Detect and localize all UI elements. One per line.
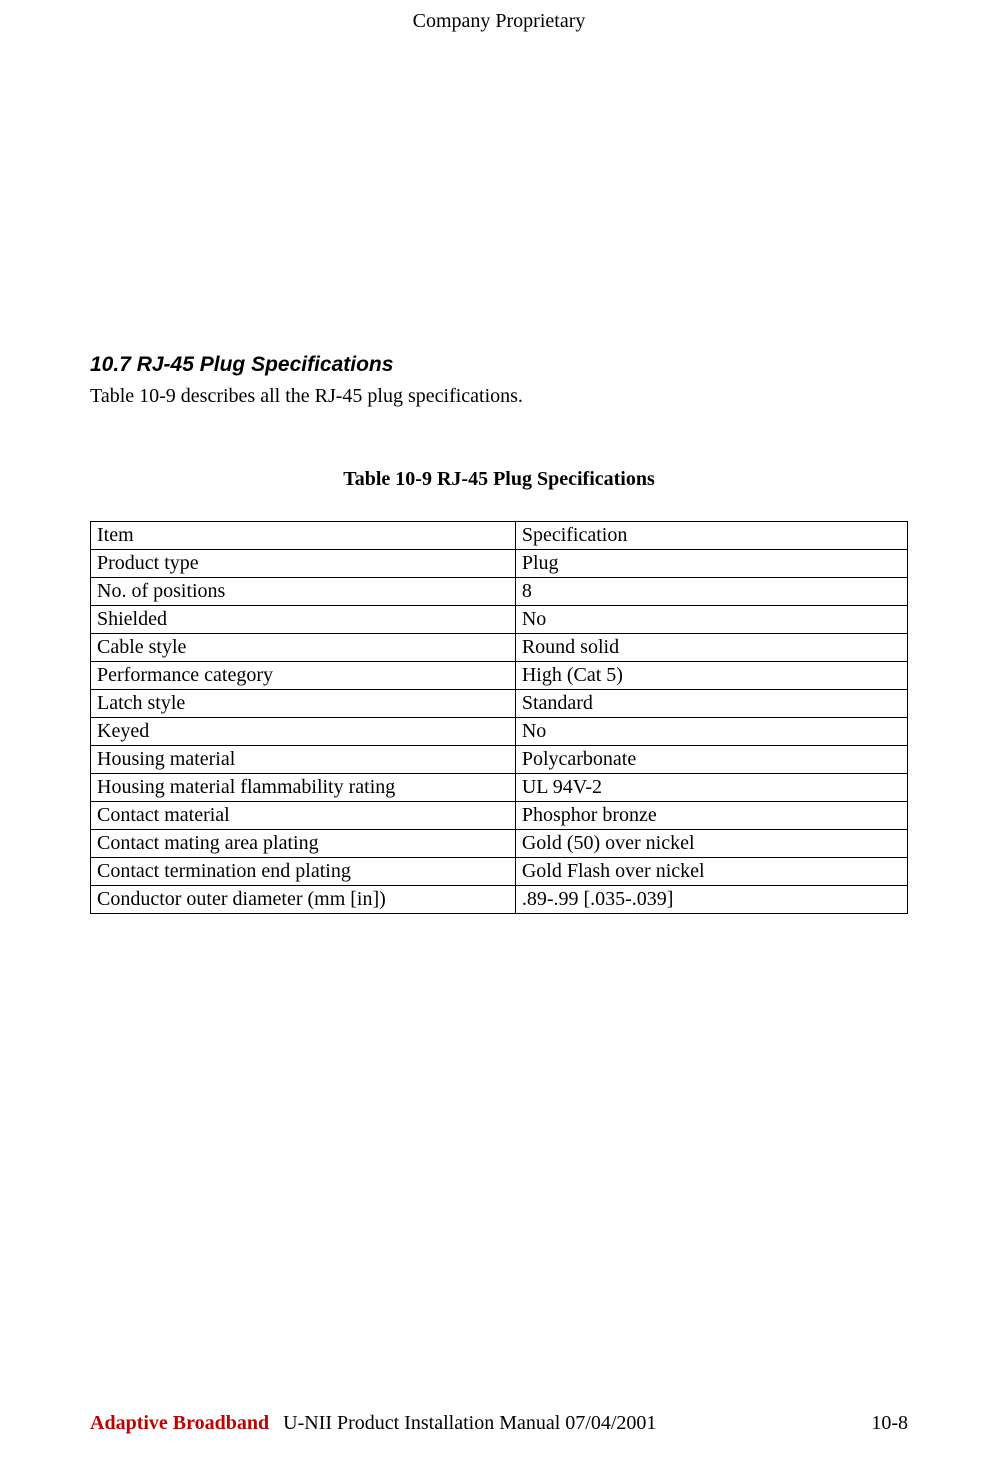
table-row: Cable styleRound solid	[91, 634, 908, 662]
page-footer: Adaptive Broadband U-NII Product Install…	[0, 1412, 998, 1435]
table-cell: UL 94V-2	[515, 774, 907, 802]
table-cell: 8	[515, 578, 907, 606]
table-row: No. of positions8	[91, 578, 908, 606]
table-cell: High (Cat 5)	[515, 662, 907, 690]
table-cell: Gold (50) over nickel	[515, 830, 907, 858]
table-row: Contact termination end platingGold Flas…	[91, 858, 908, 886]
table-cell: Polycarbonate	[515, 746, 907, 774]
table-row: Housing materialPolycarbonate	[91, 746, 908, 774]
footer-page-number: 10-8	[871, 1412, 908, 1435]
table-row: Housing material flammability ratingUL 9…	[91, 774, 908, 802]
page-content: 10.7 RJ-45 Plug Specifications Table 10-…	[0, 33, 998, 914]
table-cell: No	[515, 606, 907, 634]
table-cell: No	[515, 718, 907, 746]
table-cell: Product type	[91, 550, 516, 578]
table-cell: Housing material	[91, 746, 516, 774]
table-cell: Standard	[515, 690, 907, 718]
table-row: Contact materialPhosphor bronze	[91, 802, 908, 830]
table-row: ItemSpecification	[91, 522, 908, 550]
table-cell: Gold Flash over nickel	[515, 858, 907, 886]
section-heading: 10.7 RJ-45 Plug Specifications	[90, 353, 908, 377]
table-cell: Contact mating area plating	[91, 830, 516, 858]
spec-table: ItemSpecificationProduct typePlugNo. of …	[90, 521, 908, 914]
table-cell: .89-.99 [.035-.039]	[515, 886, 907, 914]
section-intro-text: Table 10-9 describes all the RJ-45 plug …	[90, 385, 908, 408]
table-cell: Keyed	[91, 718, 516, 746]
spec-table-body: ItemSpecificationProduct typePlugNo. of …	[91, 522, 908, 914]
footer-doc-title: U-NII Product Installation Manual 07/04/…	[279, 1412, 656, 1435]
table-cell: Conductor outer diameter (mm [in])	[91, 886, 516, 914]
classification-header: Company Proprietary	[0, 0, 998, 33]
table-cell: Specification	[515, 522, 907, 550]
table-cell: Round solid	[515, 634, 907, 662]
table-caption: Table 10-9 RJ-45 Plug Specifications	[90, 468, 908, 491]
table-row: Performance categoryHigh (Cat 5)	[91, 662, 908, 690]
table-cell: No. of positions	[91, 578, 516, 606]
table-row: Latch styleStandard	[91, 690, 908, 718]
table-cell: Shielded	[91, 606, 516, 634]
table-cell: Housing material flammability rating	[91, 774, 516, 802]
table-cell: Item	[91, 522, 516, 550]
table-cell: Cable style	[91, 634, 516, 662]
table-cell: Plug	[515, 550, 907, 578]
footer-left: Adaptive Broadband U-NII Product Install…	[90, 1412, 656, 1435]
footer-company: Adaptive Broadband	[90, 1412, 269, 1435]
table-row: ShieldedNo	[91, 606, 908, 634]
table-row: Product typePlug	[91, 550, 908, 578]
table-cell: Phosphor bronze	[515, 802, 907, 830]
table-cell: Performance category	[91, 662, 516, 690]
table-cell: Latch style	[91, 690, 516, 718]
table-row: Conductor outer diameter (mm [in]).89-.9…	[91, 886, 908, 914]
table-cell: Contact material	[91, 802, 516, 830]
table-row: KeyedNo	[91, 718, 908, 746]
table-row: Contact mating area platingGold (50) ove…	[91, 830, 908, 858]
table-cell: Contact termination end plating	[91, 858, 516, 886]
